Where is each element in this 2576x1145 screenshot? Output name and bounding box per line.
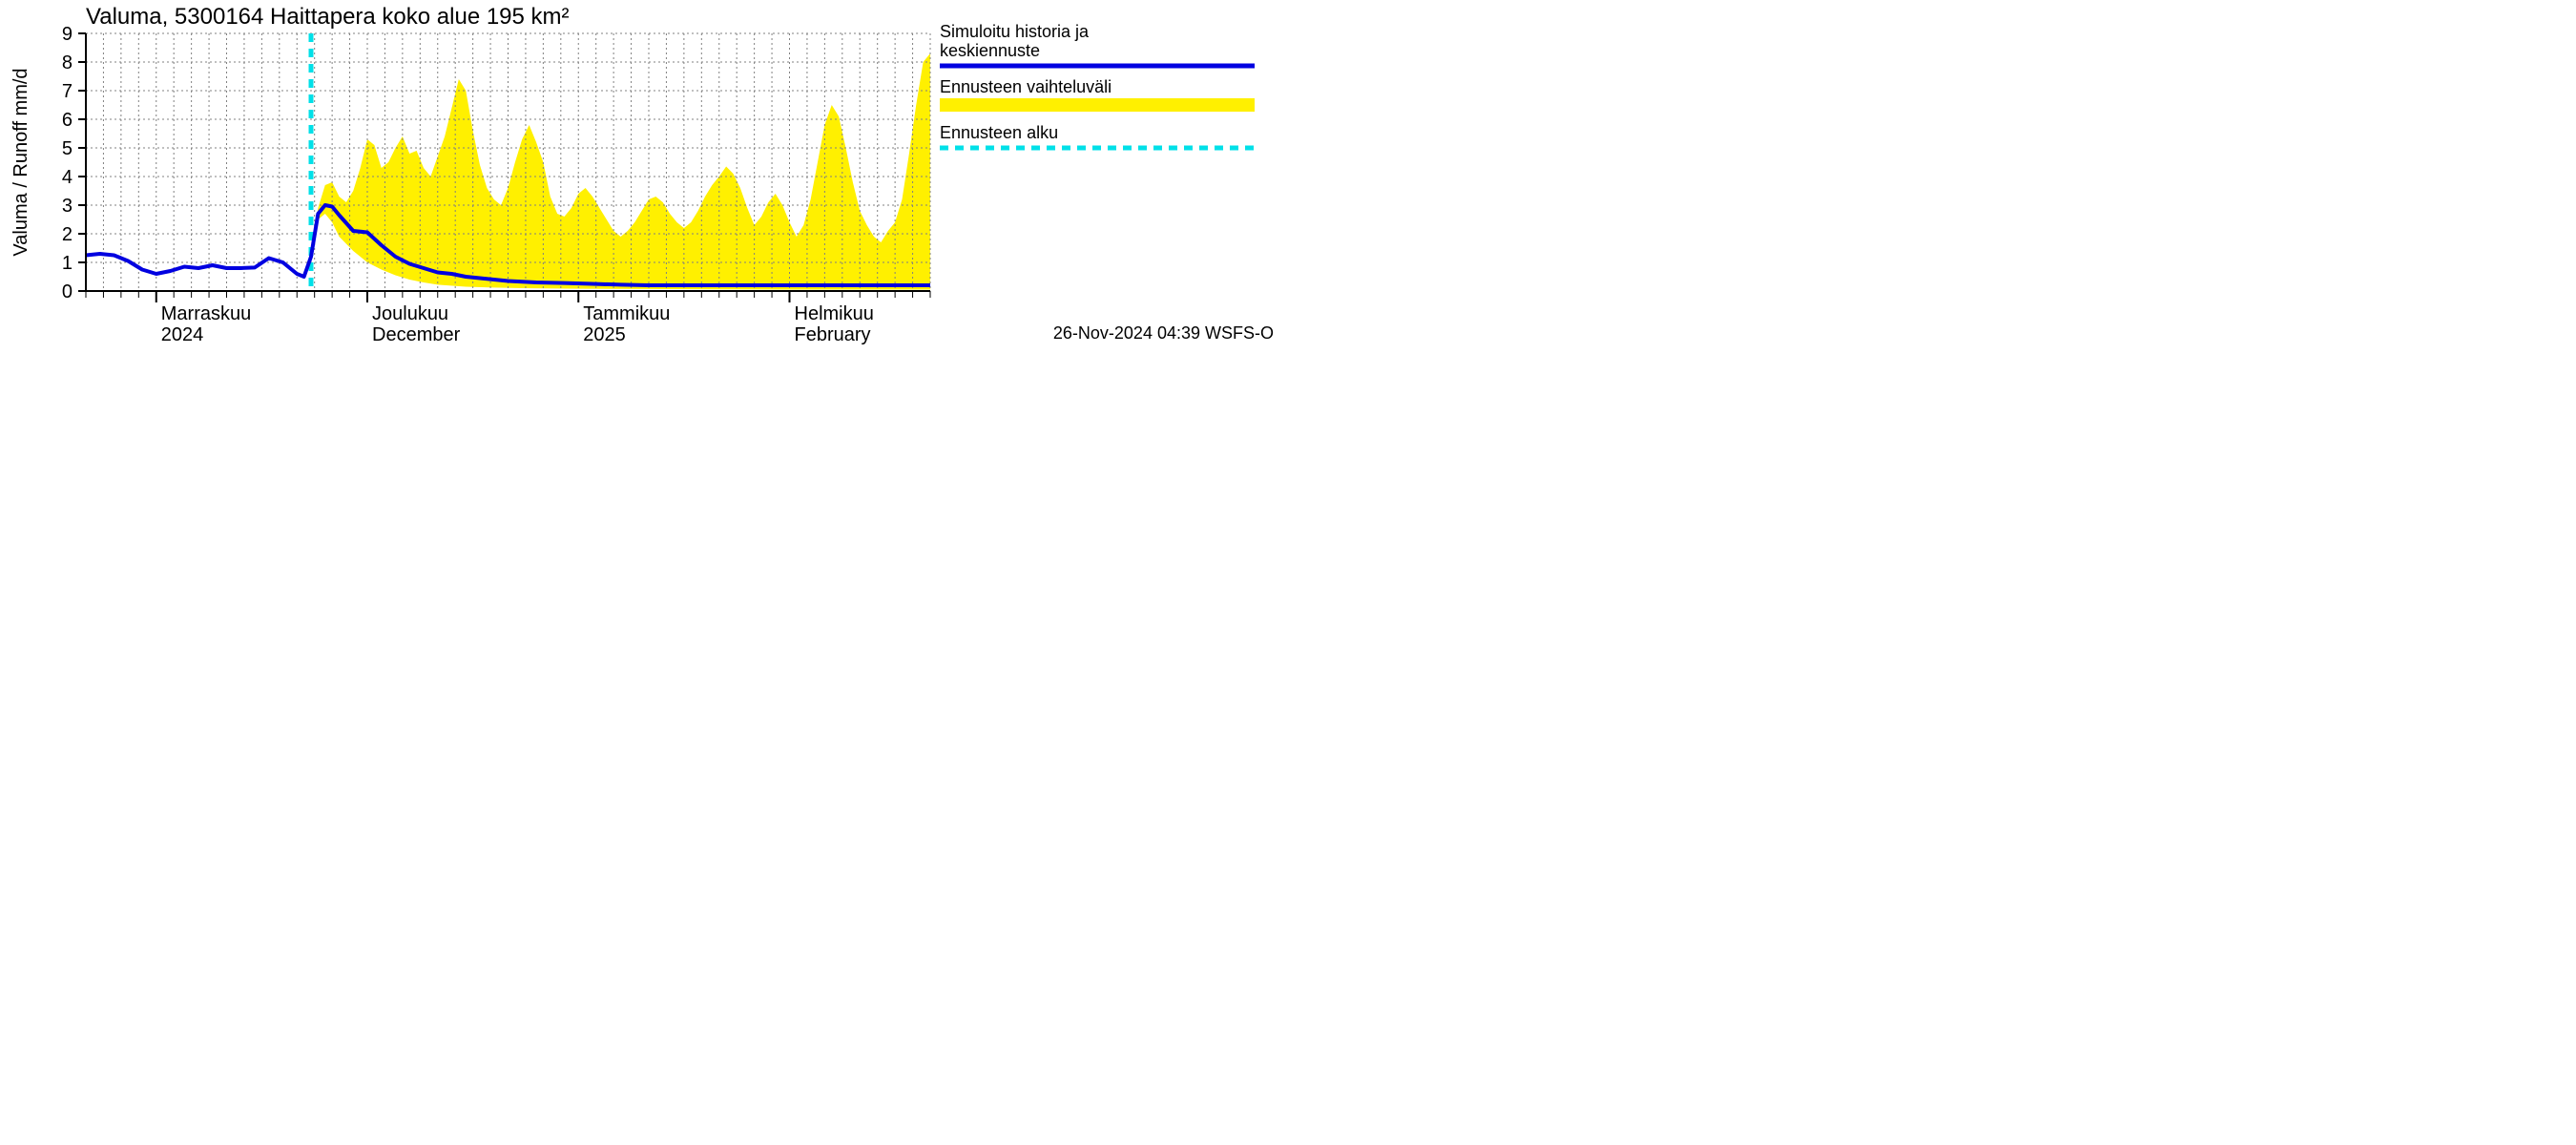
x-month-label-top: Marraskuu (161, 303, 251, 324)
y-tick-label: 2 (62, 224, 73, 245)
x-month-label-bot: December (372, 324, 461, 345)
y-tick-label: 5 (62, 138, 73, 159)
y-tick-label: 3 (62, 196, 73, 217)
y-axis-label: Valuma / Runoff mm/d (10, 68, 31, 256)
chart-svg: 0 1 2 3 4 5 6 7 8 9 Marraskuu2024 JoulukuuDecember T… (0, 0, 1288, 572)
legend-label-history-2: keskiennuste (940, 41, 1040, 60)
y-tick-label: 1 (62, 253, 73, 274)
runoff-forecast-chart: 0 1 2 3 4 5 6 7 8 9 Marraskuu2024 JoulukuuDecember T… (0, 0, 1288, 572)
x-month-label-bot: 2025 (583, 324, 626, 345)
y-tick-label: 6 (62, 110, 73, 131)
x-month-label-top: Tammikuu (583, 303, 670, 324)
y-tick-label: 0 (62, 281, 73, 302)
chart-footer: 26-Nov-2024 04:39 WSFS-O (1053, 323, 1274, 343)
chart-title: Valuma, 5300164 Haittapera koko alue 195… (86, 4, 570, 30)
x-month-label-top: Helmikuu (795, 303, 874, 324)
legend-label-range: Ennusteen vaihteluväli (940, 77, 1111, 96)
x-month-label-top: Joulukuu (372, 303, 448, 324)
y-tick-label: 4 (62, 167, 73, 188)
legend-label-forecast-start: Ennusteen alku (940, 123, 1058, 142)
x-month-label-bot: 2024 (161, 324, 204, 345)
legend-swatch-range (940, 98, 1255, 112)
y-tick-label: 8 (62, 52, 73, 73)
y-tick-label: 7 (62, 81, 73, 102)
x-month-label-bot: February (795, 324, 871, 345)
y-tick-label: 9 (62, 24, 73, 45)
legend-label-history-1: Simuloitu historia ja (940, 22, 1090, 41)
